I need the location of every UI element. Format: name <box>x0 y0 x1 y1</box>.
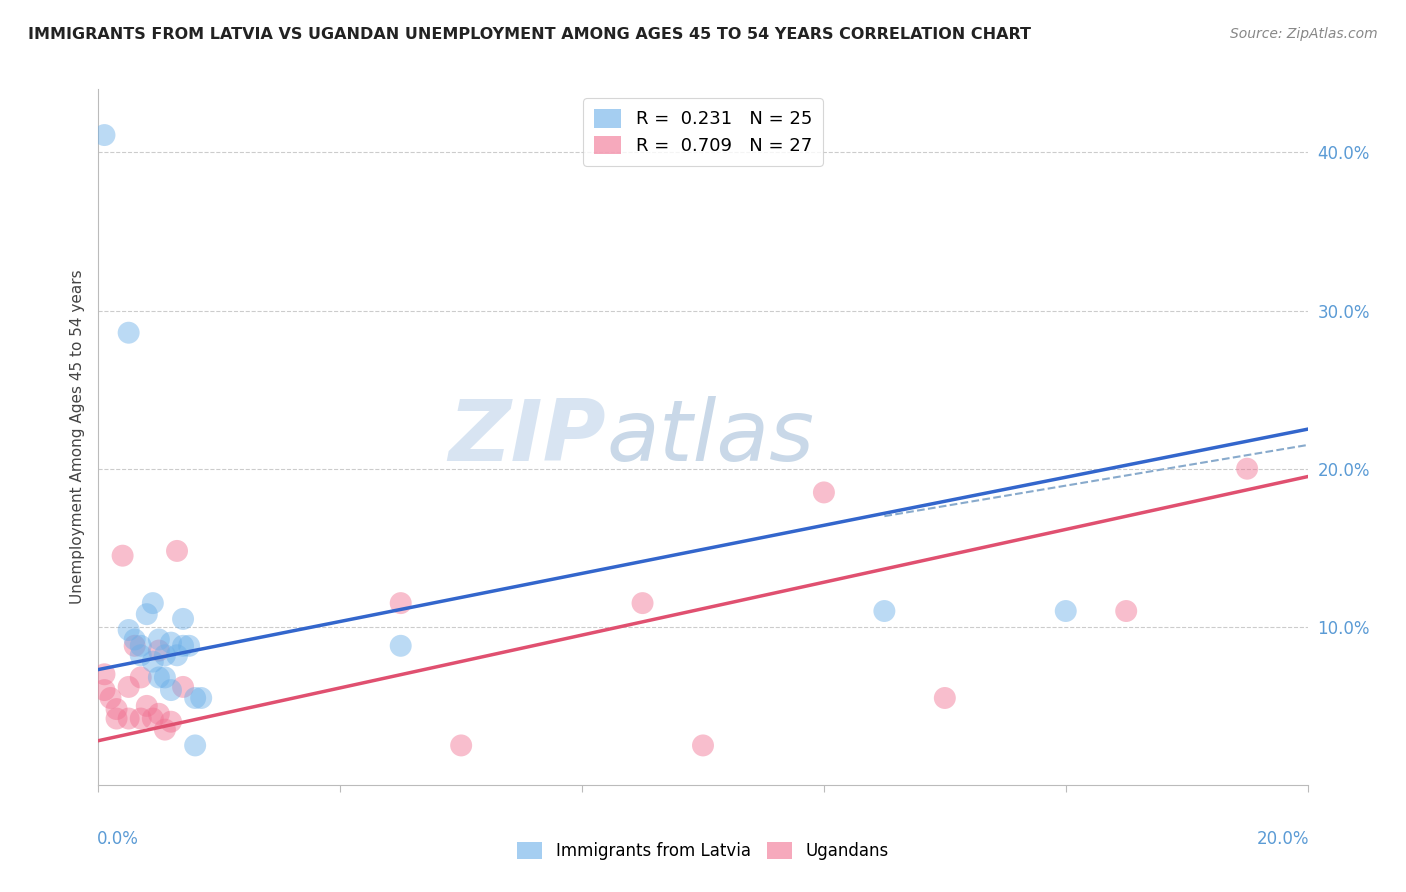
Point <box>142 712 165 726</box>
Point <box>450 739 472 753</box>
Point <box>148 632 170 647</box>
Point <box>93 683 115 698</box>
Point <box>172 639 194 653</box>
Point <box>692 739 714 753</box>
Point <box>631 596 654 610</box>
Text: Source: ZipAtlas.com: Source: ZipAtlas.com <box>1230 27 1378 41</box>
Point <box>111 549 134 563</box>
Point <box>166 648 188 663</box>
Point <box>177 639 201 653</box>
Point <box>118 326 141 340</box>
Point <box>389 596 412 610</box>
Point <box>184 690 207 705</box>
Point <box>129 670 152 684</box>
Point <box>1115 604 1137 618</box>
Point <box>118 680 141 694</box>
Point <box>142 596 165 610</box>
Point <box>172 612 194 626</box>
Point <box>142 655 165 669</box>
Text: atlas: atlas <box>606 395 814 479</box>
Legend: R =  0.231   N = 25, R =  0.709   N = 27: R = 0.231 N = 25, R = 0.709 N = 27 <box>583 98 823 166</box>
Point <box>190 690 212 705</box>
Point <box>1054 604 1077 618</box>
Point <box>148 670 170 684</box>
Point <box>105 712 128 726</box>
Point <box>184 739 207 753</box>
Point <box>153 648 176 663</box>
Text: ZIP: ZIP <box>449 395 606 479</box>
Point <box>934 690 956 705</box>
Point <box>1236 461 1258 475</box>
Point <box>100 690 122 705</box>
Point <box>153 723 176 737</box>
Point <box>813 485 835 500</box>
Text: 20.0%: 20.0% <box>1257 830 1309 848</box>
Point <box>129 639 152 653</box>
Point <box>148 643 170 657</box>
Point <box>135 607 157 622</box>
Point <box>124 632 146 647</box>
Point <box>172 680 194 694</box>
Y-axis label: Unemployment Among Ages 45 to 54 years: Unemployment Among Ages 45 to 54 years <box>69 269 84 605</box>
Point <box>118 623 141 637</box>
Point <box>129 648 152 663</box>
Text: 0.0%: 0.0% <box>97 830 139 848</box>
Point <box>160 683 183 698</box>
Point <box>153 670 176 684</box>
Point <box>160 635 183 649</box>
Point <box>135 698 157 713</box>
Point <box>124 639 146 653</box>
Point <box>166 544 188 558</box>
Point <box>160 714 183 729</box>
Text: IMMIGRANTS FROM LATVIA VS UGANDAN UNEMPLOYMENT AMONG AGES 45 TO 54 YEARS CORRELA: IMMIGRANTS FROM LATVIA VS UGANDAN UNEMPL… <box>28 27 1031 42</box>
Point <box>93 128 115 142</box>
Point <box>93 667 115 681</box>
Point <box>105 702 128 716</box>
Point <box>148 706 170 721</box>
Point <box>129 712 152 726</box>
Point <box>873 604 896 618</box>
Point <box>389 639 412 653</box>
Point <box>118 712 141 726</box>
